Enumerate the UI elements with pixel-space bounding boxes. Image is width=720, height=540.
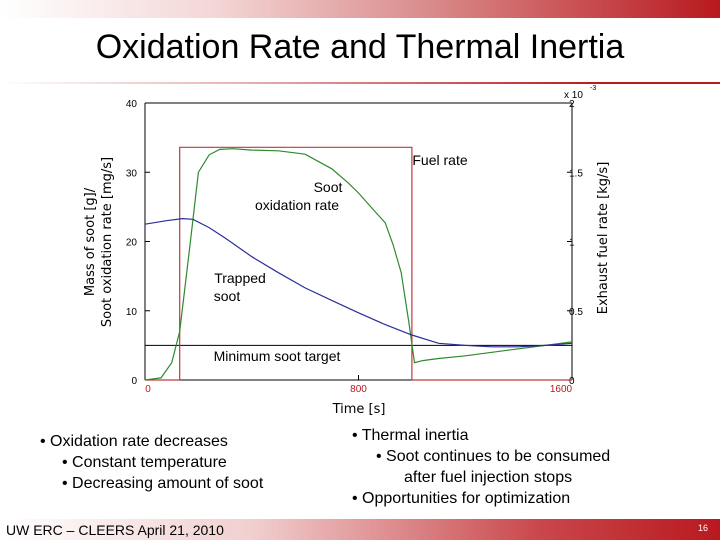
y-axis-label-line1: Mass of soot [g]/ <box>83 187 98 296</box>
y2-tick-label: 0 <box>569 376 575 387</box>
y-axis-label-line2: Soot oxidation rate [mg/s] <box>100 157 115 327</box>
annotation-fuel-rate: Fuel rate <box>412 152 467 168</box>
x-axis-label: Time [s] <box>332 402 386 417</box>
y2-tick-label: 0.5 <box>569 307 583 318</box>
footer-text: UW ERC – CLEERS April 21, 2010 <box>6 522 224 538</box>
y-tick-label: 30 <box>126 168 138 179</box>
footer-bar: UW ERC – CLEERS April 21, 2010 16 <box>0 519 720 540</box>
annotation-soot-oxidation-2: oxidation rate <box>255 197 339 213</box>
bullet-soot-consumed-cont: after fuel injection stops <box>404 469 573 486</box>
soot-oxidation-line <box>144 148 573 381</box>
right-bullet-list: • Thermal inertia • Soot continues to be… <box>352 425 610 509</box>
title-divider-accent <box>600 82 720 84</box>
bullet-optimization: • Opportunities for optimization <box>352 490 571 507</box>
y2-axis-label: Exhaust fuel rate [kg/s] <box>596 162 611 315</box>
fuel-rate-line <box>145 146 572 381</box>
bullet-soot-consumed: • Soot continues to be consumed <box>376 448 611 465</box>
x-tick-label: 0 <box>145 384 151 395</box>
top-banner <box>0 0 720 18</box>
x-tick-label: 800 <box>350 384 367 395</box>
annotation-trapped-1: Trapped <box>214 270 266 286</box>
y2-tick-label: 2 <box>569 99 575 110</box>
left-bullet-list: • Oxidation rate decreases • Constant te… <box>40 431 263 494</box>
title-divider <box>0 82 600 84</box>
y-tick-label: 40 <box>126 99 138 110</box>
trapped-soot-line <box>144 217 573 348</box>
annotation-soot-oxidation-1: Soot <box>314 179 343 195</box>
y2-tick-label: 1 <box>569 238 575 249</box>
annotation-min-target: Minimum soot target <box>214 348 341 364</box>
bullet-decreasing-soot: • Decreasing amount of soot <box>62 475 264 492</box>
bullet-oxidation-rate: • Oxidation rate decreases <box>40 433 228 450</box>
page-number: 16 <box>697 523 708 533</box>
series-layer <box>144 146 573 381</box>
y2-tick-label: 1.5 <box>569 168 583 179</box>
y2-exponent-x10: x 10 <box>564 90 583 101</box>
annotation-trapped-2: soot <box>214 288 241 304</box>
bullet-thermal-inertia: • Thermal inertia <box>352 427 469 444</box>
y-tick-label: 10 <box>126 307 138 318</box>
slide-title: Oxidation Rate and Thermal Inertia <box>95 28 625 66</box>
bullet-constant-temperature: • Constant temperature <box>62 454 227 471</box>
y2-exponent-power: -3 <box>590 85 596 92</box>
y-tick-label: 0 <box>131 376 137 387</box>
x-tick-label: 1600 <box>550 384 573 395</box>
y-tick-label: 20 <box>126 238 138 249</box>
